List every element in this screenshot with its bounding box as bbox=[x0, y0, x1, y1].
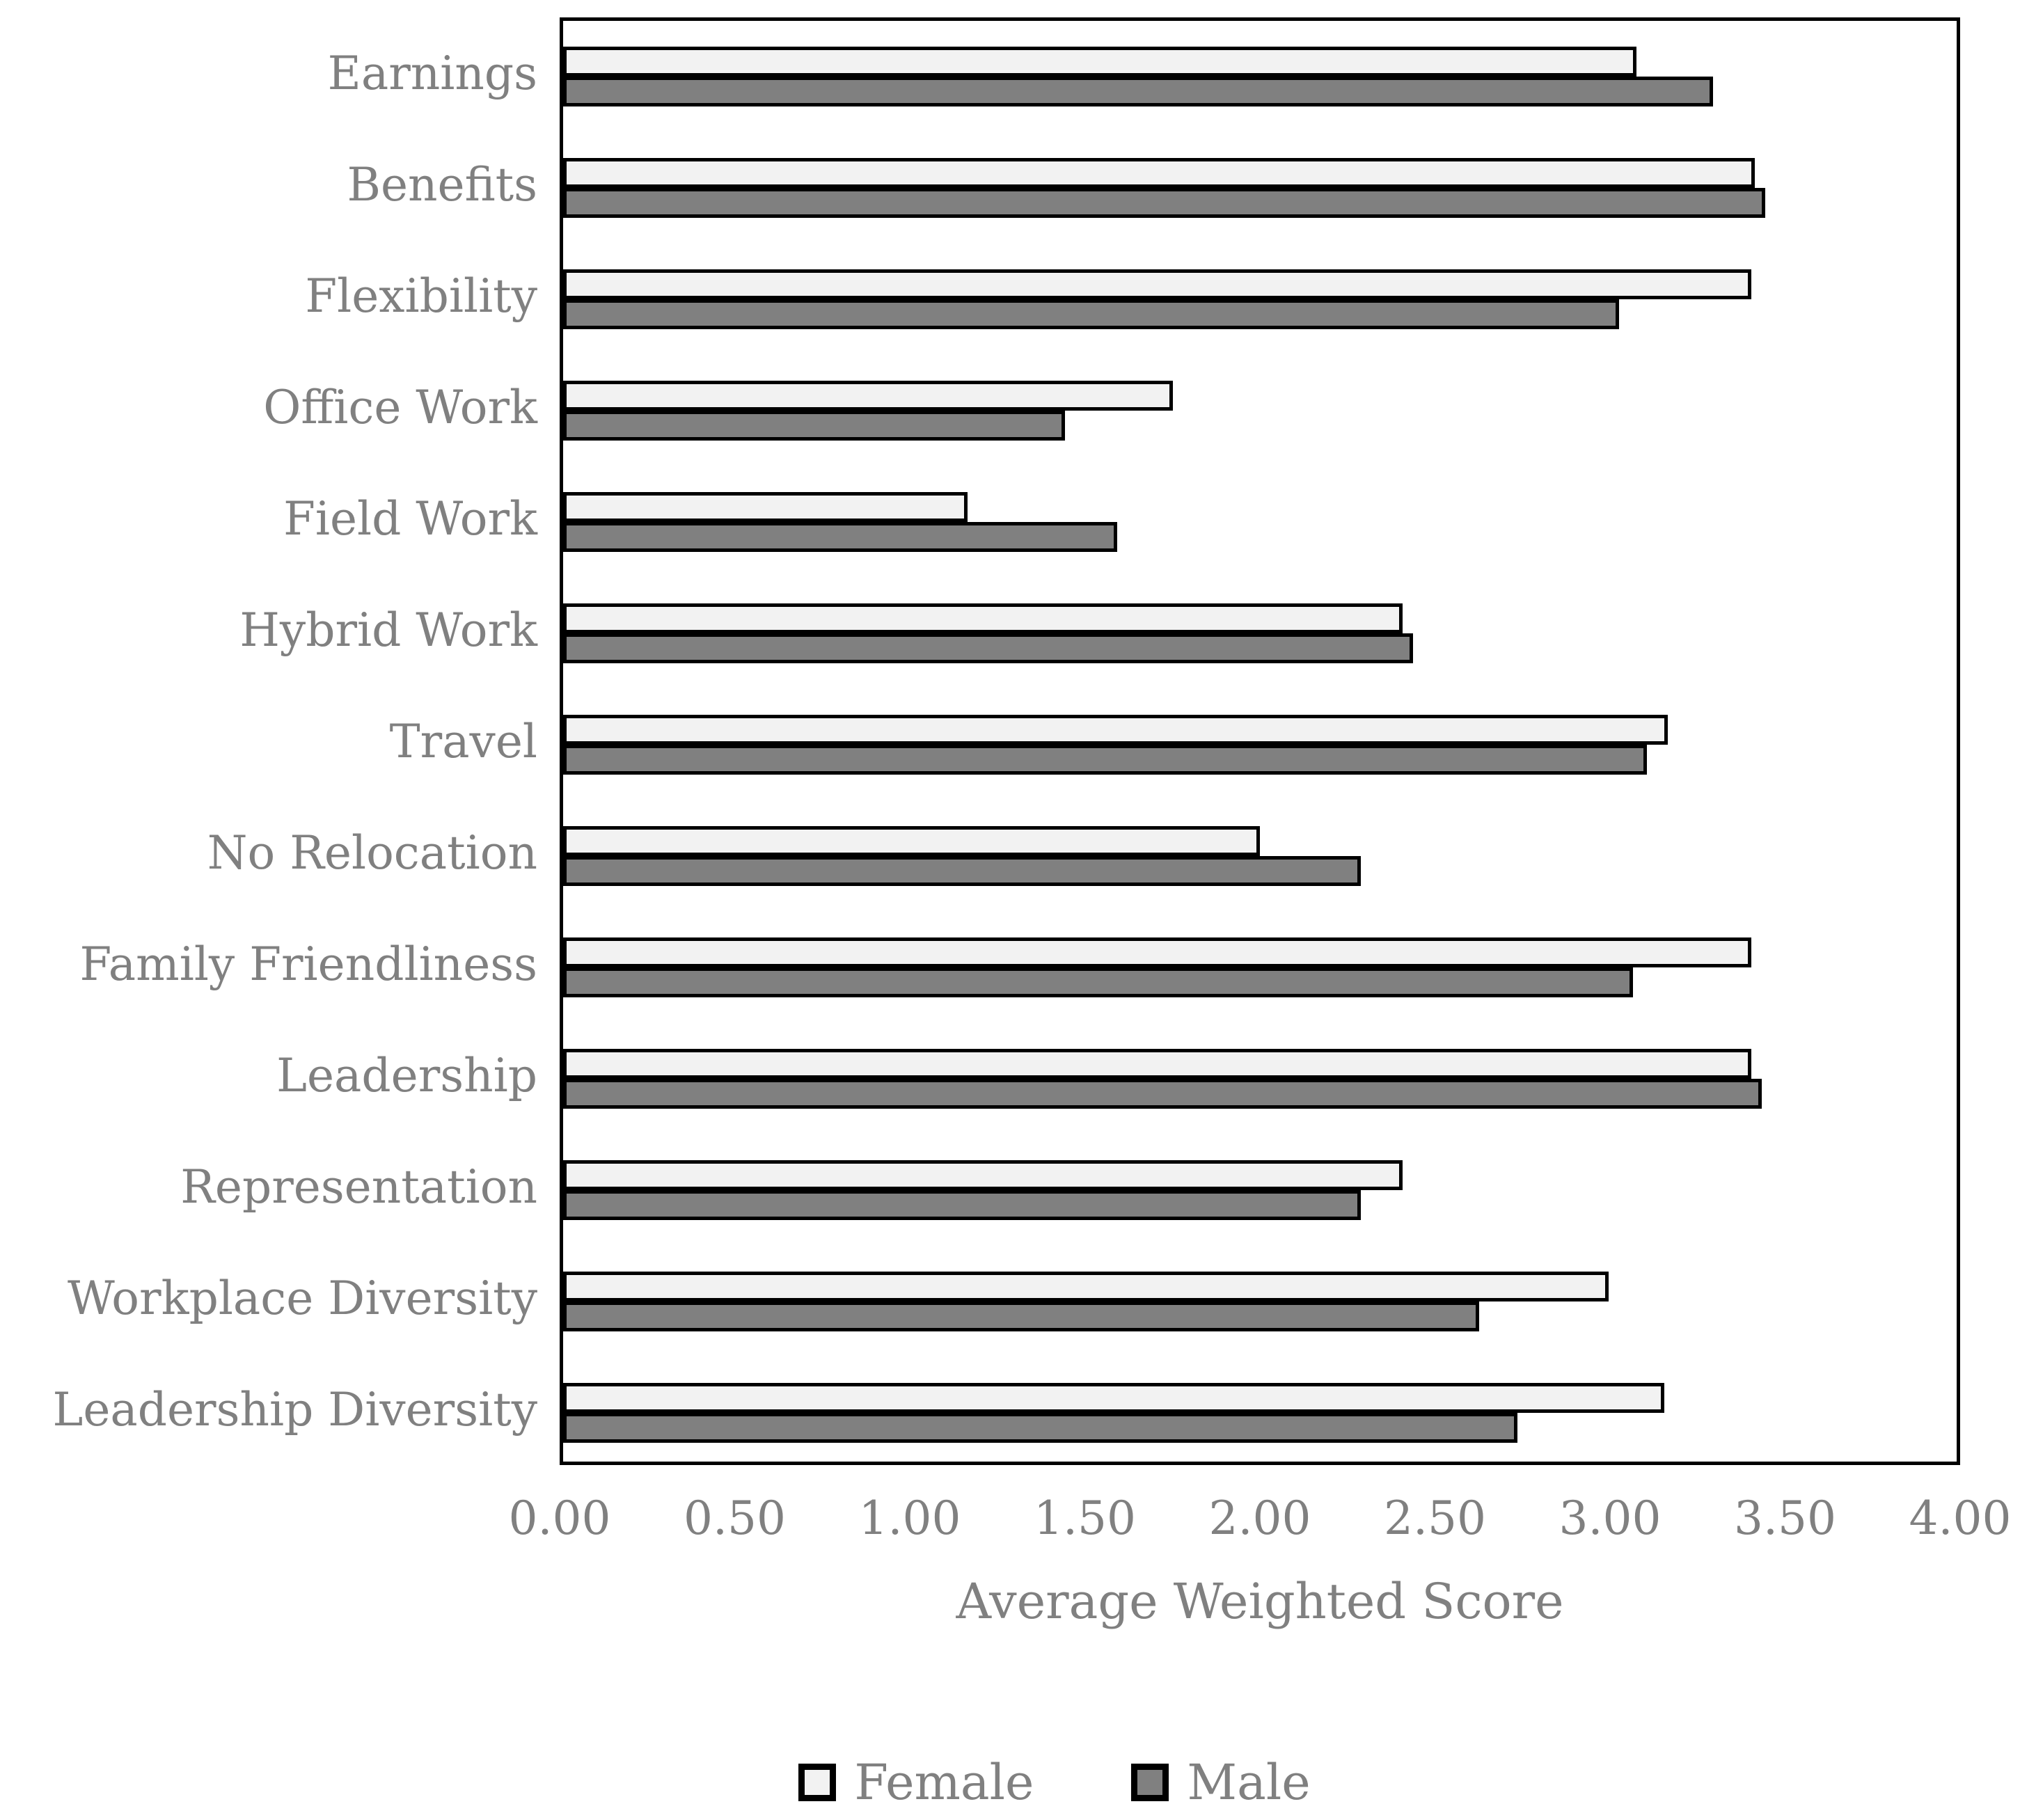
x-axis-title: Average Weighted Score bbox=[956, 1573, 1564, 1630]
bar-female bbox=[563, 1383, 1664, 1413]
category-label: Field Work bbox=[283, 491, 537, 546]
bar-male bbox=[563, 77, 1713, 106]
x-tick-label: 0.00 bbox=[508, 1491, 611, 1545]
x-tick-label: 1.50 bbox=[1034, 1491, 1136, 1545]
bar-row bbox=[563, 132, 1957, 244]
bar-row bbox=[563, 1357, 1957, 1469]
bar-male bbox=[563, 856, 1362, 886]
category-label: Workplace Diversity bbox=[67, 1271, 537, 1325]
legend: Female Male bbox=[45, 1754, 2020, 1811]
category-label: No Relocation bbox=[207, 825, 537, 880]
bar-row bbox=[563, 1134, 1957, 1246]
bar-male bbox=[563, 188, 1765, 218]
plot-area bbox=[560, 17, 1960, 1465]
category-label: Flexibility bbox=[305, 269, 537, 323]
y-axis-category-labels: Earnings Benefits Flexibility Office Work Fi… bbox=[0, 17, 537, 1465]
x-tick-label: 0.50 bbox=[684, 1491, 786, 1545]
bar-female bbox=[563, 937, 1751, 967]
category-label: Benefits bbox=[347, 157, 537, 212]
bar-row bbox=[563, 355, 1957, 466]
bar-female bbox=[563, 381, 1173, 411]
x-tick-label: 2.00 bbox=[1208, 1491, 1311, 1545]
bar-male bbox=[563, 1301, 1480, 1331]
x-tick-label: 1.00 bbox=[858, 1491, 961, 1545]
bar-male bbox=[563, 1413, 1518, 1443]
bar-row bbox=[563, 21, 1957, 132]
bar-female bbox=[563, 1272, 1609, 1301]
bar-female bbox=[563, 826, 1260, 856]
category-label: Earnings bbox=[327, 46, 537, 100]
bar-row bbox=[563, 912, 1957, 1023]
bar-male bbox=[563, 633, 1414, 663]
category-label: Office Work bbox=[263, 380, 537, 434]
bar-row bbox=[563, 1023, 1957, 1134]
bar-row bbox=[563, 1246, 1957, 1357]
category-label: Family Friendliness bbox=[79, 937, 537, 991]
category-label: Hybrid Work bbox=[239, 603, 537, 657]
x-axis-tick-labels: 0.00 0.50 1.00 1.50 2.00 2.50 3.00 3.50 4.00 bbox=[509, 1491, 2012, 1546]
female-swatch-icon bbox=[798, 1764, 837, 1801]
bar-male bbox=[563, 967, 1633, 997]
bar-female bbox=[563, 603, 1403, 633]
bar-row bbox=[563, 800, 1957, 912]
legend-label-female: Female bbox=[854, 1754, 1034, 1811]
bar-male bbox=[563, 522, 1117, 552]
bar-row bbox=[563, 689, 1957, 800]
bar-female bbox=[563, 1049, 1751, 1079]
bar-female bbox=[563, 47, 1636, 77]
bar-row bbox=[563, 466, 1957, 578]
bar-female bbox=[563, 1160, 1403, 1190]
bar-male bbox=[563, 1079, 1762, 1109]
bar-row bbox=[563, 578, 1957, 689]
category-label: Representation bbox=[180, 1160, 537, 1214]
x-tick-label: 2.50 bbox=[1384, 1491, 1486, 1545]
bar-female bbox=[563, 269, 1751, 299]
bar-male bbox=[563, 411, 1065, 441]
bar-male bbox=[563, 745, 1647, 775]
legend-item-male: Male bbox=[1131, 1754, 1311, 1811]
male-swatch-icon bbox=[1131, 1764, 1169, 1801]
bar-male bbox=[563, 299, 1619, 329]
bar-row bbox=[563, 244, 1957, 355]
category-label: Leadership bbox=[276, 1048, 537, 1102]
bar-female bbox=[563, 492, 968, 522]
x-tick-label: 3.50 bbox=[1734, 1491, 1836, 1545]
bar-male bbox=[563, 1190, 1362, 1220]
category-label: Travel bbox=[389, 714, 537, 768]
x-tick-label: 3.00 bbox=[1559, 1491, 1662, 1545]
x-tick-label: 4.00 bbox=[1909, 1491, 2012, 1545]
bar-female bbox=[563, 158, 1755, 188]
legend-item-female: Female bbox=[798, 1754, 1034, 1811]
bar-female bbox=[563, 715, 1668, 745]
legend-label-male: Male bbox=[1187, 1754, 1311, 1811]
category-label: Leadership Diversity bbox=[52, 1382, 537, 1437]
